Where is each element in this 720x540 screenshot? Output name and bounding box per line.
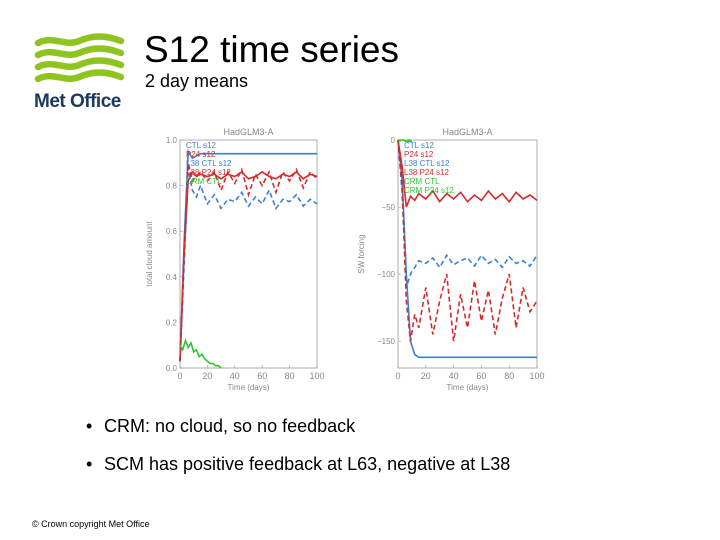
x-tick-label: 40 (449, 371, 459, 381)
x-tick-label: 80 (285, 371, 295, 381)
x-tick-label: 100 (529, 371, 544, 381)
legend-entry: CRM CTL (404, 177, 440, 186)
x-axis-label: Time (days) (228, 383, 270, 392)
x-tick-label: 60 (257, 371, 267, 381)
series-line (179, 338, 222, 369)
y-tick-label: 0 (391, 136, 396, 145)
footer-copyright: © Crown copyright Met Office (32, 519, 150, 529)
x-tick-label: 60 (476, 371, 486, 381)
series-line (179, 162, 318, 362)
chart-title: HadGLM3-A (223, 127, 273, 137)
bullet-item: • SCM has positive feedback at L63, nega… (86, 450, 510, 488)
legend-entry: CRM P24 s12 (404, 186, 454, 195)
y-axis-label: total cloud amount (145, 221, 154, 287)
logo-waves-icon (34, 33, 125, 83)
legend-entry: P24 s12 (186, 150, 216, 159)
bullet-text: CRM: no cloud, so no feedback (104, 416, 356, 436)
x-tick-label: 20 (202, 371, 212, 381)
legend-entry: L38 CTL s12 (404, 159, 450, 168)
bullet-dot-icon: • (86, 454, 93, 474)
legend-entry: CRM CTL (186, 177, 222, 186)
plot-frame (397, 139, 538, 369)
y-tick-label: 0.4 (166, 273, 178, 282)
x-tick-label: 0 (395, 371, 400, 381)
y-tick-label: 0.8 (166, 182, 178, 191)
legend-entry: P24 s12 (404, 150, 434, 159)
series-line (397, 139, 413, 143)
y-tick-label: 0.6 (166, 227, 178, 236)
y-tick-label: 0.0 (166, 364, 178, 373)
x-axis-label: Time (days) (447, 383, 489, 392)
bullet-item: • CRM: no cloud, so no feedback (86, 412, 510, 450)
legend-entry: CTL s12 (186, 141, 216, 150)
x-tick-label: 20 (421, 371, 431, 381)
y-tick-label: 1.0 (166, 136, 178, 145)
y-tick-label: 0.2 (166, 318, 178, 327)
x-tick-label: 80 (504, 371, 514, 381)
chart-title: HadGLM3-A (442, 127, 492, 137)
logo-text: Met Office (34, 91, 121, 112)
met-office-logo (34, 33, 125, 83)
series-line (179, 167, 318, 362)
chart-sw-forcing: HadGLM3-A 0 20 40 60 80 100 0 −50 −100 −150 Time (d… (357, 127, 545, 392)
legend-entry: CTL s12 (404, 141, 434, 150)
legend-entry: L38 P24 s12 (404, 168, 449, 177)
page-title: S12 time series (144, 29, 399, 70)
chart-cloud-amount: HadGLM3-A 0 20 40 60 80 100 0.0 0.2 0.4 0.6 0.8 1.0 T… (145, 127, 325, 392)
page-subtitle: 2 day means (145, 71, 249, 91)
bullet-text: SCM has positive feedback at L63, negati… (104, 454, 511, 474)
y-axis-label: SW forcing (357, 234, 366, 273)
bullet-list: • CRM: no cloud, so no feedback • SCM ha… (86, 412, 510, 488)
bullet-dot-icon: • (86, 416, 93, 436)
y-tick-label: −50 (381, 203, 395, 212)
x-tick-label: 100 (309, 371, 324, 381)
legend-entry: L38 P24 s12 (186, 168, 231, 177)
series-line (397, 139, 538, 208)
series-line (397, 139, 538, 288)
series-line (397, 139, 538, 342)
x-tick-label: 0 (177, 371, 182, 381)
series-line (179, 148, 317, 362)
y-tick-label: −100 (377, 270, 396, 279)
x-tick-label: 40 (230, 371, 240, 381)
y-tick-label: −150 (377, 337, 396, 346)
series-line (397, 139, 537, 359)
legend-entry: L38 CTL s12 (186, 159, 232, 168)
